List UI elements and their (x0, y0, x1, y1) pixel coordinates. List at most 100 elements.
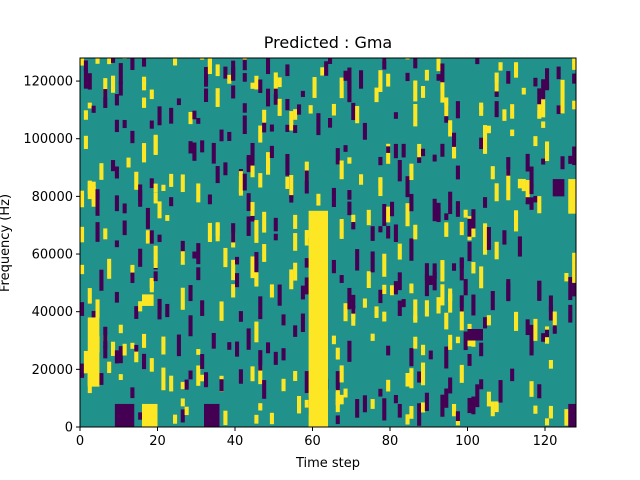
heatmap-cell-low (335, 415, 340, 425)
heatmap-cell-low (118, 81, 123, 96)
heatmap-cell-high (107, 58, 112, 65)
heatmap-cell-low (393, 281, 398, 295)
heatmap-cell-low (343, 70, 348, 81)
heatmap-cell-high (498, 62, 503, 71)
heatmap-cell-low (378, 156, 383, 166)
heatmap-cell-high (231, 284, 236, 298)
heatmap-cell-low (386, 345, 391, 356)
heatmap-cell-high (173, 414, 178, 424)
heatmap-cell-low (409, 193, 414, 212)
heatmap-cell-high (250, 160, 255, 178)
heatmap-cell-low (467, 354, 472, 366)
heatmap-cell-high (161, 184, 166, 191)
heatmap-cell-low (440, 63, 445, 85)
heatmap-cell-high (262, 109, 267, 123)
heatmap-cell-low (397, 272, 402, 291)
heatmap-cell-high (514, 210, 519, 232)
heatmap-cell-high (537, 196, 542, 214)
heatmap-cell-high (545, 141, 550, 162)
heatmap-cell-low (285, 153, 290, 176)
heatmap-cell-high (335, 392, 340, 413)
heatmap-cell-high (87, 102, 92, 109)
heatmap-cell-high (548, 360, 553, 369)
heatmap-cell-low (328, 58, 333, 64)
heatmap-cell-high (87, 180, 92, 200)
heatmap-cell-low (463, 331, 468, 351)
heatmap-cell-low (138, 248, 143, 267)
heatmap-cell-high (514, 62, 519, 78)
heatmap-cell-low (188, 370, 193, 380)
heatmap-cell-low (378, 226, 383, 233)
heatmap-cell-low (114, 240, 119, 248)
heatmap-cell-high (118, 324, 123, 334)
heatmap-cell-high (548, 405, 553, 419)
heatmap-cell-high (254, 414, 259, 424)
heatmap-cell-low (328, 118, 333, 128)
heatmap-cell-low (289, 195, 294, 203)
x-axis: 0 20 40 60 80 100 120 (76, 427, 557, 449)
heatmap-cell-low (351, 222, 356, 230)
heatmap-cell-low (355, 249, 360, 271)
heatmap-cell-high (452, 141, 457, 159)
heatmap-cell-high (510, 129, 515, 137)
heatmap-cell-low (277, 284, 282, 306)
heatmap-cell-low (269, 124, 274, 132)
heatmap-cell-low (537, 384, 542, 399)
heatmap-cell-low (91, 105, 96, 113)
heatmap-cell-low (103, 341, 108, 359)
heatmap-cell-high (180, 381, 185, 390)
heatmap-cell-low (130, 130, 135, 144)
heatmap-cell-high (103, 228, 108, 240)
heatmap-cell-low (467, 218, 472, 237)
heatmap-cell-high (545, 418, 550, 426)
heatmap-cell-low (180, 409, 185, 423)
heatmap-cell-low (471, 209, 476, 233)
heatmap-cell-low (235, 341, 240, 357)
heatmap-cell-high (541, 121, 546, 128)
heatmap-cell-high (223, 247, 228, 268)
heatmap-cell-high (440, 82, 445, 103)
heatmap-region-low (467, 328, 483, 341)
heatmap-cell-high (335, 347, 340, 360)
heatmap-cell-high (153, 183, 158, 193)
heatmap-cell-low (118, 63, 123, 84)
heatmap-cell-low (227, 342, 232, 350)
heatmap-cell-low (455, 165, 460, 180)
heatmap-cell-high (304, 230, 309, 246)
heatmap-cell-low (444, 213, 449, 221)
heatmap-cell-low (541, 79, 546, 100)
heatmap-cell-high (382, 311, 387, 322)
heatmap-cell-high (111, 341, 116, 356)
heatmap-cell-high (409, 368, 414, 389)
heatmap-cell-high (366, 271, 371, 288)
heatmap-cell-low (479, 137, 484, 150)
heatmap-cell-high (304, 399, 309, 408)
heatmap-cell-high (219, 301, 224, 321)
heatmap-cell-low (246, 157, 251, 173)
heatmap-cell-high (250, 82, 255, 89)
heatmap-cell-high (142, 143, 147, 163)
heatmap-cell-high (405, 58, 410, 60)
heatmap-cell-low (351, 305, 356, 314)
heatmap-region-high (142, 294, 154, 306)
heatmap-cell-high (444, 312, 449, 330)
heatmap-cell-low (537, 281, 542, 301)
heatmap-cell-high (436, 58, 441, 72)
heatmap-cell-low (432, 271, 437, 291)
heatmap-cell-high (459, 307, 464, 331)
heatmap-cell-low (157, 298, 162, 320)
heatmap-cell-low (393, 395, 398, 404)
heatmap-cell-low (293, 125, 298, 134)
heatmap-cell-low (238, 311, 243, 322)
heatmap-cell-low (483, 317, 488, 329)
heatmap-cell-high (83, 135, 88, 149)
heatmap-cell-low (432, 263, 437, 279)
heatmap-cell-low (114, 166, 119, 179)
heatmap-cell-low (347, 340, 352, 362)
heatmap-cell-low (545, 329, 550, 338)
heatmap-cell-low (347, 201, 352, 216)
heatmap-cell-low (273, 233, 278, 241)
heatmap-cell-low (405, 72, 410, 82)
heatmap-cell-low (347, 287, 352, 310)
heatmap-cell-high (80, 264, 85, 275)
